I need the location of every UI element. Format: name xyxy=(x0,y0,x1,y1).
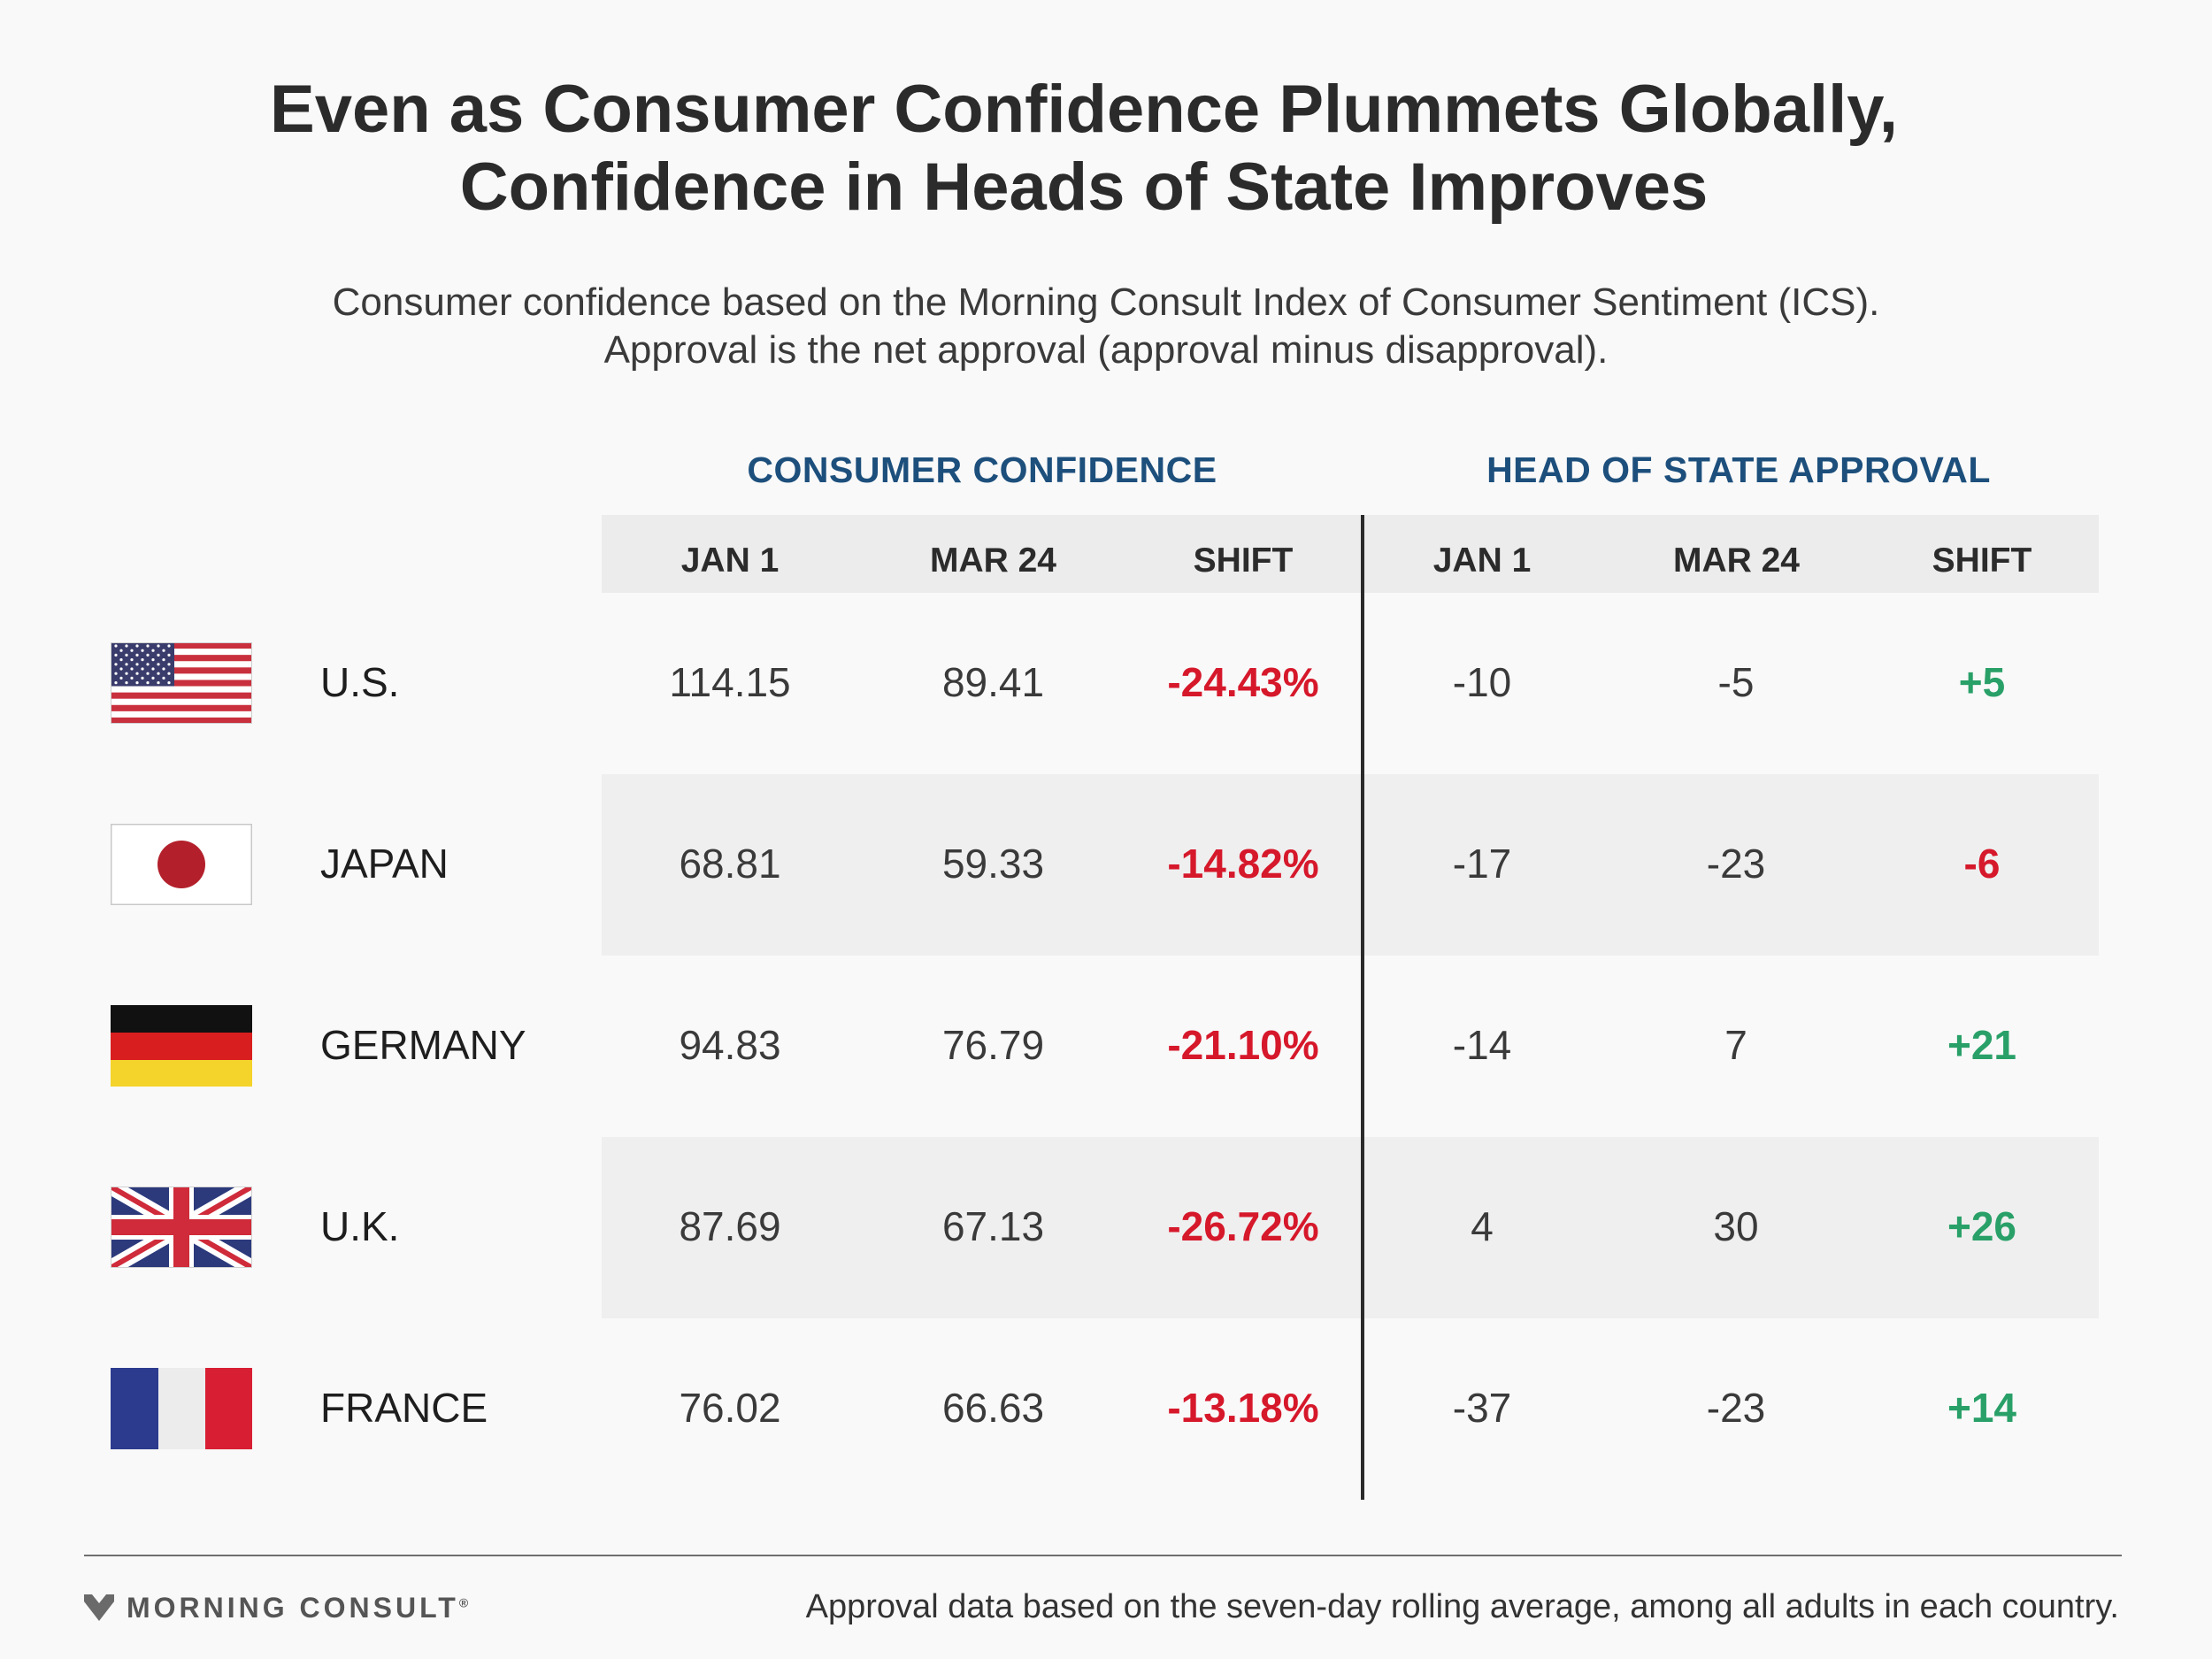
morning-consult-logo: MORNING CONSULT® xyxy=(84,1588,468,1627)
group-header-head-of-state: HEAD OF STATE APPROVAL xyxy=(1486,449,1991,490)
column-header-hs-mar24: MAR 24 xyxy=(1672,541,1801,580)
cell-cc-shift: -26.72% xyxy=(1167,1203,1319,1249)
group-header-consumer-confidence: CONSUMER CONFIDENCE xyxy=(747,449,1217,490)
column-header-band xyxy=(602,515,2099,593)
column-group-divider xyxy=(1361,515,1364,1500)
footer-rule xyxy=(84,1555,2122,1556)
cell-hs-mar24: -5 xyxy=(1717,659,1755,705)
chart-title: Even as Consumer Confidence Plummets Glo… xyxy=(0,71,2168,227)
subtitle-line-2: Approval is the net approval (approval m… xyxy=(603,328,1609,372)
footnote: Approval data based on the seven-day rol… xyxy=(805,1588,2119,1625)
cell-cc-jan1: 87.69 xyxy=(679,1203,781,1249)
title-line-2: Confidence in Heads of State Improves xyxy=(459,150,1709,225)
column-header-cc-mar24: MAR 24 xyxy=(929,541,1057,580)
cell-hs-mar24: -23 xyxy=(1706,1385,1766,1431)
cell-cc-shift: -24.43% xyxy=(1167,659,1319,705)
cell-hs-shift: +5 xyxy=(1958,659,2006,705)
japan-flag-icon xyxy=(110,823,253,906)
column-header-hs-jan1: JAN 1 xyxy=(1432,541,1532,580)
cell-hs-mar24: -23 xyxy=(1706,841,1766,887)
cell-cc-jan1: 76.02 xyxy=(679,1385,781,1431)
country-label: JAPAN xyxy=(320,841,449,887)
cell-hs-shift: -6 xyxy=(1963,841,2001,887)
table-row xyxy=(602,774,2099,956)
cell-cc-mar24: 67.13 xyxy=(941,1203,1045,1249)
cell-hs-mar24: 30 xyxy=(1713,1203,1759,1249)
column-header-cc-shift: SHIFT xyxy=(1193,541,1294,580)
morning-consult-mark-icon xyxy=(84,1594,114,1621)
title-line-1: Even as Consumer Confidence Plummets Glo… xyxy=(270,72,1898,147)
cell-cc-shift: -21.10% xyxy=(1167,1022,1319,1068)
chart-subtitle: Consumer confidence based on the Morning… xyxy=(0,279,2212,374)
subtitle-line-1: Consumer confidence based on the Morning… xyxy=(332,280,1880,324)
table-row xyxy=(602,1137,2099,1318)
germany-flag-icon xyxy=(111,1005,252,1087)
cell-cc-mar24: 89.41 xyxy=(941,659,1045,705)
cell-hs-shift: +21 xyxy=(1947,1022,2017,1068)
country-label: FRANCE xyxy=(320,1385,488,1431)
cell-hs-jan1: -37 xyxy=(1452,1385,1512,1431)
country-label: U.K. xyxy=(320,1203,400,1249)
column-header-cc-jan1: JAN 1 xyxy=(680,541,780,580)
country-label: GERMANY xyxy=(320,1022,526,1068)
table-row xyxy=(602,956,2099,1137)
cell-cc-jan1: 114.15 xyxy=(669,659,791,705)
cell-cc-mar24: 59.33 xyxy=(941,841,1045,887)
cell-cc-mar24: 76.79 xyxy=(941,1022,1045,1068)
table-row xyxy=(602,593,2099,774)
france-flag-icon xyxy=(111,1368,252,1449)
cell-hs-jan1: -10 xyxy=(1452,659,1512,705)
cell-hs-jan1: 4 xyxy=(1471,1203,1494,1249)
cell-cc-mar24: 66.63 xyxy=(941,1385,1045,1431)
logo-text: MORNING CONSULT® xyxy=(127,1591,469,1624)
cell-cc-shift: -13.18% xyxy=(1167,1385,1319,1431)
cell-hs-shift: +26 xyxy=(1947,1203,2017,1249)
cell-cc-jan1: 68.81 xyxy=(679,841,781,887)
cell-cc-shift: -14.82% xyxy=(1167,841,1319,887)
country-label: U.S. xyxy=(320,659,400,705)
column-header-hs-shift: SHIFT xyxy=(1932,541,2032,580)
cell-hs-jan1: -14 xyxy=(1452,1022,1512,1068)
uk-flag-icon xyxy=(106,1179,257,1275)
cell-hs-shift: +14 xyxy=(1947,1385,2017,1431)
cell-hs-jan1: -17 xyxy=(1452,841,1512,887)
table-row xyxy=(602,1318,2099,1500)
us-flag-icon xyxy=(111,642,252,725)
cell-cc-jan1: 94.83 xyxy=(679,1022,781,1068)
cell-hs-mar24: 7 xyxy=(1724,1022,1747,1068)
